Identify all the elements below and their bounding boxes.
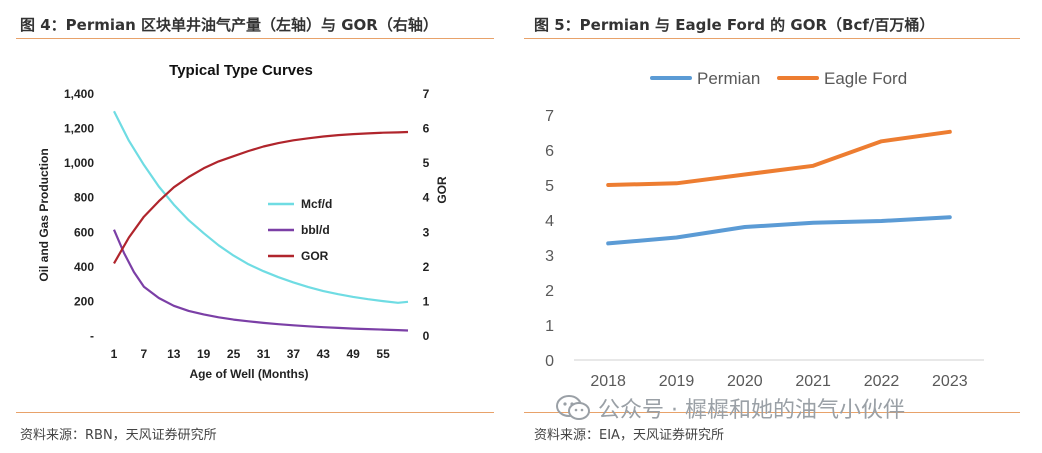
x-tick-label: 13	[167, 347, 181, 361]
y-tick-label: 200	[74, 294, 94, 308]
series-line-bbl-d	[112, 229, 409, 332]
y-tick-label: 5	[545, 178, 554, 195]
title-divider	[524, 38, 1020, 39]
y-tick-label: 3	[545, 248, 554, 265]
y-tick-label: 2	[545, 283, 554, 300]
watermark: 公众号 · 樨樨和她的油气小伙伴	[556, 392, 905, 424]
y2-tick-label: 5	[423, 156, 430, 170]
type-curve-chart: Typical Type Curves - 200 400 600 800 1,000 1,2…	[37, 62, 449, 381]
y2-tick-label: 1	[423, 294, 430, 308]
x-tick-label: 2018	[590, 373, 626, 390]
x-tick-label: 2021	[795, 373, 831, 390]
y-tick-label: 1,200	[64, 122, 94, 136]
source-divider	[524, 412, 1020, 413]
y-tick-label: -	[90, 329, 94, 343]
y2-tick-label: 6	[423, 122, 430, 136]
y2-tick-label: 2	[423, 260, 430, 274]
series-line-permian	[606, 215, 952, 246]
x-tick-label: 7	[141, 347, 148, 361]
x-tick-label: 43	[317, 347, 331, 361]
source-divider	[16, 412, 494, 413]
chart-title: Typical Type Curves	[169, 62, 313, 79]
y-tick-label: 600	[74, 225, 94, 239]
legend-item: Eagle Ford	[777, 69, 907, 88]
figure-title: 图 5：Permian 与 Eagle Ford 的 GOR（Bcf/百万桶）	[534, 16, 935, 34]
legend-label: bbl/d	[301, 223, 330, 237]
title-divider	[16, 38, 494, 39]
legend-item: Mcf/d	[268, 197, 332, 211]
gor-comparison-chart: 0 1 2 3 4 5 6 7 2018 2019 2020 2021 2022 2023 Permian E…	[545, 69, 984, 390]
source-note: 资料来源：RBN，天风证券研究所	[20, 428, 217, 443]
x-tick-label: 49	[347, 347, 361, 361]
watermark-text: 公众号 · 樨樨和她的油气小伙伴	[598, 398, 905, 423]
figure-right: 图 5：Permian 与 Eagle Ford 的 GOR（Bcf/百万桶） …	[524, 0, 1024, 453]
y-tick-label: 1,400	[64, 87, 94, 101]
y2-tick-label: 0	[423, 329, 430, 343]
x-tick-label: 37	[287, 347, 301, 361]
x-tick-label: 2019	[659, 373, 695, 390]
y-tick-label: 800	[74, 191, 94, 205]
y2-tick-label: 3	[423, 225, 430, 239]
x-tick-label: 25	[227, 347, 241, 361]
x-axis-label: Age of Well (Months)	[189, 367, 308, 381]
x-tick-label: 2020	[727, 373, 763, 390]
x-tick-label: 31	[257, 347, 271, 361]
legend-item: Permian	[650, 69, 760, 88]
series-line-mcf-d	[113, 110, 409, 304]
y-tick-label: 0	[545, 353, 554, 370]
y2-axis-label: GOR	[435, 176, 449, 204]
x-tick-label: 1	[111, 347, 118, 361]
y-tick-label: 4	[545, 213, 554, 230]
x-tick-label: 19	[197, 347, 211, 361]
y-tick-label: 7	[545, 108, 554, 125]
x-tick-label: 55	[376, 347, 390, 361]
legend-label: Eagle Ford	[824, 69, 907, 88]
legend-item: bbl/d	[268, 223, 330, 237]
y2-tick-label: 7	[423, 87, 430, 101]
y-tick-label: 400	[74, 260, 94, 274]
x-tick-label: 2022	[864, 373, 900, 390]
y-tick-label: 6	[545, 143, 554, 160]
y-axis-label: Oil and Gas Production	[37, 148, 51, 281]
figure-left: 图 4：Permian 区块单井油气产量（左轴）与 GOR（右轴） Typica…	[0, 0, 500, 453]
figure-title: 图 4：Permian 区块单井油气产量（左轴）与 GOR（右轴）	[20, 16, 438, 34]
y-tick-label: 1	[545, 318, 554, 335]
legend-item: GOR	[268, 249, 329, 263]
y2-tick-label: 4	[423, 191, 430, 205]
x-tick-label: 2023	[932, 373, 968, 390]
legend-label: Mcf/d	[301, 197, 332, 211]
legend-label: Permian	[697, 69, 760, 88]
source-note: 资料来源：EIA，天风证券研究所	[534, 428, 724, 443]
series-line-gor	[113, 130, 409, 264]
series-line-eagle-ford	[606, 129, 952, 187]
legend-label: GOR	[301, 249, 329, 263]
y-tick-label: 1,000	[64, 156, 94, 170]
wechat-icon	[556, 395, 590, 420]
